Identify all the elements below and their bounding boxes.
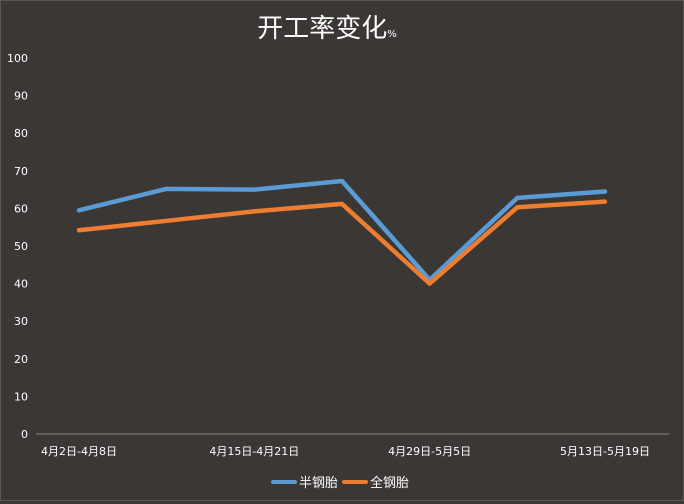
y-tick-label: 10 <box>14 390 28 403</box>
y-tick-label: 70 <box>14 165 28 178</box>
x-tick-label: 4月15日-4月21日 <box>209 445 299 458</box>
legend[interactable]: 半钢胎 全钢胎 <box>271 475 409 491</box>
series-line-2 <box>76 199 608 286</box>
x-tick-label: 4月29日-5月5日 <box>388 445 471 458</box>
series-line-1 <box>76 178 608 283</box>
x-tick-label: 5月13日-5月19日 <box>560 445 650 458</box>
y-tick-label: 0 <box>21 428 28 441</box>
chart-title-text: 开工率变化 <box>257 14 387 44</box>
y-tick-labels: 0 10 20 30 40 50 60 70 80 90 100 <box>7 52 28 441</box>
legend-label[interactable]: 全钢胎 <box>370 475 409 491</box>
series-lines <box>76 178 608 286</box>
y-tick-label: 50 <box>14 240 28 253</box>
y-tick-label: 40 <box>14 278 28 291</box>
y-tick-label: 20 <box>14 353 28 366</box>
legend-label[interactable]: 半钢胎 <box>299 476 338 491</box>
y-tick-label: 100 <box>7 52 28 65</box>
chart-title-unit: % <box>387 29 397 40</box>
x-tick-label: 4月2日-4月8日 <box>41 445 117 458</box>
chart-title: 开工率变化% <box>257 14 397 44</box>
y-tick-label: 80 <box>14 127 28 140</box>
x-tick-labels: 4月2日-4月8日 4月15日-4月21日 4月29日-5月5日 5月13日-5月19… <box>41 445 650 458</box>
y-tick-label: 90 <box>14 90 28 103</box>
y-tick-label: 30 <box>14 315 28 328</box>
y-tick-label: 60 <box>14 202 28 215</box>
